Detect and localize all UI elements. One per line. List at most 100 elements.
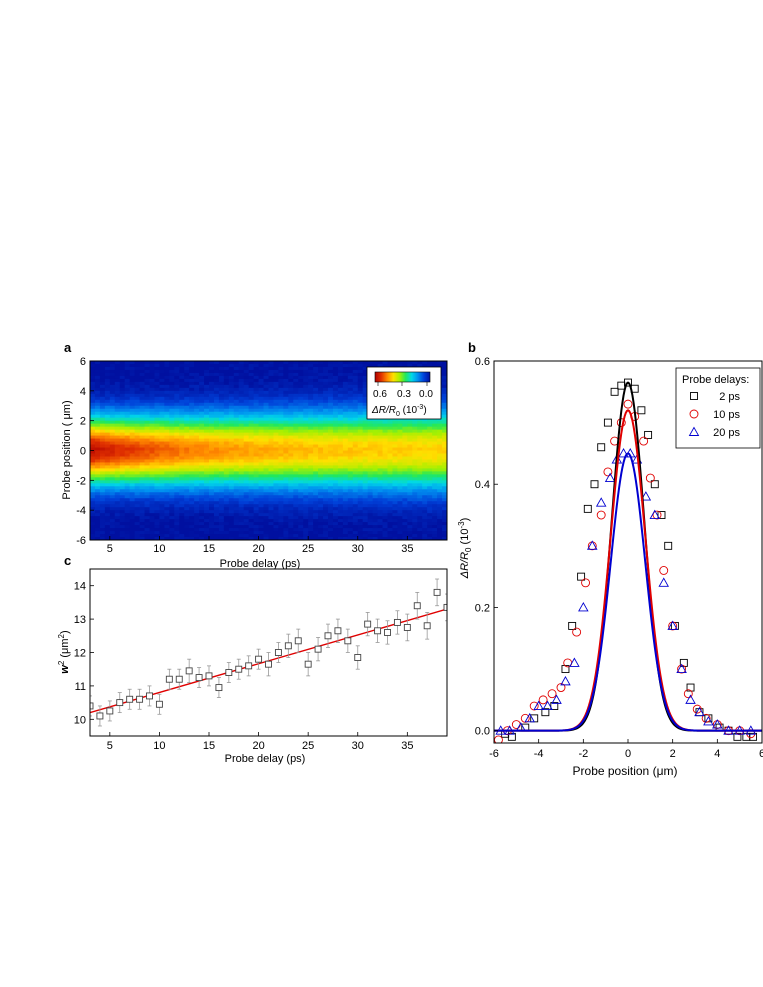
heatmap-cell (397, 420, 403, 425)
heatmap-cell (159, 408, 165, 413)
heatmap-cell (422, 501, 428, 505)
heatmap-cell (134, 534, 141, 538)
heatmap-cell (129, 372, 136, 377)
heatmap-cell (313, 393, 319, 398)
heatmap-cell (308, 432, 314, 437)
heatmap-cell (332, 474, 339, 478)
heatmap-cell (124, 480, 131, 484)
heatmap-cell (223, 537, 230, 540)
heatmap-cell (407, 489, 413, 493)
heatmap-cell (437, 501, 443, 505)
heatmap-cell (362, 447, 369, 452)
heatmap-cell (303, 444, 309, 449)
heatmap-cell (144, 444, 151, 449)
heatmap-cell (223, 438, 230, 443)
heatmap-cell (308, 486, 314, 490)
heatmap-cell (407, 441, 413, 446)
heatmap-cell (432, 510, 438, 514)
heatmap-cell (342, 408, 349, 413)
heatmap-cell (328, 453, 334, 458)
heatmap-cell (189, 405, 195, 410)
heatmap-cell (204, 417, 210, 422)
heatmap-cell (323, 492, 329, 496)
panel-c-y-tick-label: 12 (74, 648, 86, 660)
heatmap-cell (402, 462, 408, 467)
heatmap-cell (357, 435, 364, 440)
heatmap-cell (422, 423, 428, 428)
heatmap-cell (213, 477, 220, 481)
heatmap-cell (402, 507, 408, 511)
heatmap-cell (248, 483, 255, 487)
heatmap-cell (184, 489, 190, 493)
heatmap-cell (268, 462, 275, 467)
heatmap-cell (288, 468, 294, 472)
heatmap-cell (437, 492, 443, 496)
heatmap-cell (402, 522, 408, 526)
heatmap-cell (293, 456, 299, 461)
heatmap-cell (367, 429, 374, 434)
heatmap-cell (139, 462, 146, 467)
heatmap-cell (427, 534, 433, 538)
heatmap-cell (94, 396, 101, 401)
heatmap-cell (209, 372, 215, 377)
heatmap-cell (357, 396, 364, 401)
heatmap-cell (204, 501, 210, 505)
heatmap-cell (114, 438, 121, 443)
heatmap-cell (139, 507, 146, 511)
heatmap-cell (159, 387, 165, 392)
heatmap-cell (258, 372, 265, 377)
heatmap-cell (194, 375, 200, 380)
heatmap-cell (169, 477, 175, 481)
heatmap-cell (169, 453, 175, 458)
heatmap-cell (258, 426, 265, 431)
heatmap-cell (288, 411, 294, 416)
heatmap-cell (293, 525, 299, 529)
heatmap-cell (99, 501, 106, 505)
heatmap-cell (134, 366, 141, 371)
heatmap-cell (367, 435, 374, 440)
heatmap-cell (313, 477, 319, 481)
heatmap-cell (233, 414, 240, 419)
heatmap-cell (238, 525, 245, 529)
heatmap-cell (248, 438, 255, 443)
heatmap-cell (94, 369, 101, 374)
heatmap-cell (124, 435, 131, 440)
heatmap-cell (114, 513, 121, 517)
heatmap-cell (228, 438, 235, 443)
heatmap-cell (164, 483, 170, 487)
heatmap-cell (199, 456, 205, 461)
heatmap-cell (179, 444, 185, 449)
heatmap-cell (149, 465, 156, 469)
heatmap-cell (169, 426, 175, 431)
heatmap-cell (144, 429, 151, 434)
heatmap-cell (337, 441, 344, 446)
heatmap-cell (318, 426, 324, 431)
heatmap-cell (169, 465, 175, 469)
heatmap-cell (104, 375, 111, 380)
heatmap-cell (263, 387, 270, 392)
heatmap-cell (124, 483, 131, 487)
heatmap-cell (159, 489, 165, 493)
heatmap-cell (313, 432, 319, 437)
heatmap-cell (337, 468, 344, 472)
heatmap-cell (303, 438, 309, 443)
heatmap-cell (367, 465, 374, 469)
heatmap-cell (288, 408, 294, 413)
heatmap-cell (328, 474, 334, 478)
heatmap-cell (149, 474, 156, 478)
heatmap-cell (377, 495, 384, 499)
heatmap-cell (328, 483, 334, 487)
heatmap-cell (412, 534, 418, 538)
heatmap-cell (347, 441, 354, 446)
heatmap-cell (273, 468, 280, 472)
heatmap-cell (139, 417, 146, 422)
heatmap-cell (328, 486, 334, 490)
heatmap-cell (134, 480, 141, 484)
heatmap-cell (129, 378, 136, 383)
heatmap-cell (154, 369, 161, 374)
heatmap-cell (204, 471, 210, 475)
data-point (413, 591, 421, 620)
heatmap-cell (263, 519, 270, 523)
heatmap-cell (164, 498, 170, 502)
heatmap-cell (174, 414, 180, 419)
